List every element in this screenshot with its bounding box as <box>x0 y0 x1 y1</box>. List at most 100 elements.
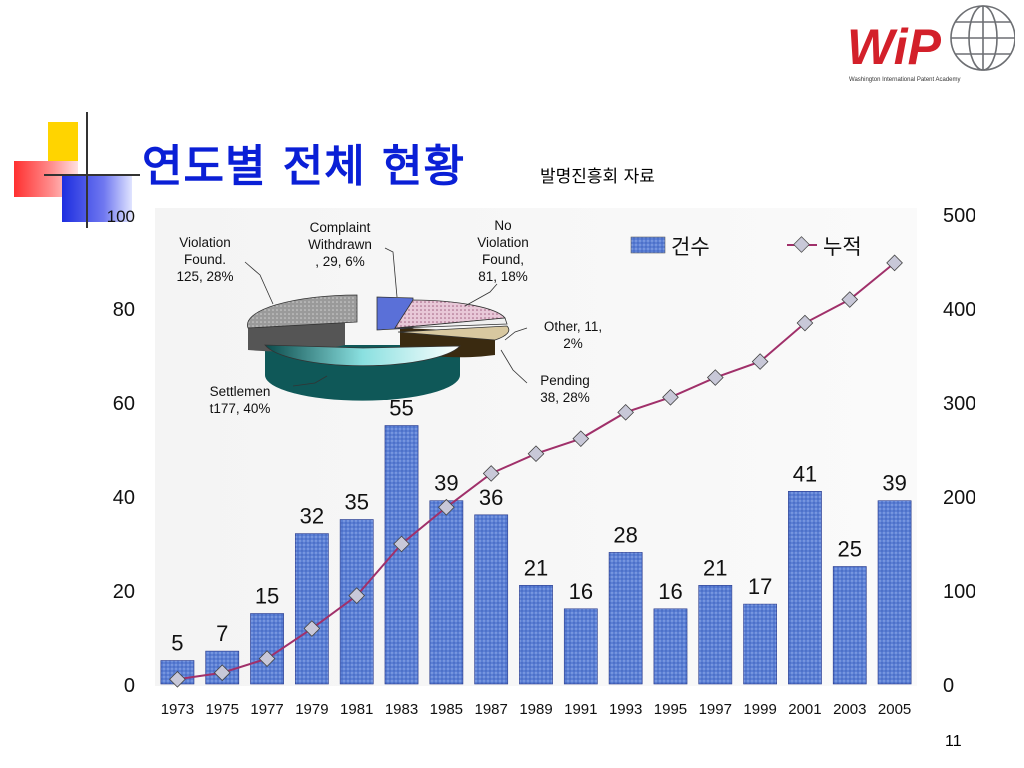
bar <box>250 613 284 685</box>
bar-data-label: 39 <box>434 471 458 496</box>
bar <box>698 584 733 685</box>
x-axis: 1973 1975 1977 1979 1981 1983 1985 1987 1989 1991… <box>161 701 912 718</box>
line-marker <box>303 620 321 637</box>
pie-slice-settlement <box>264 344 461 367</box>
page-title: 연도별 전체 현황 <box>142 141 465 192</box>
line-marker <box>393 535 410 553</box>
bar <box>877 500 912 685</box>
globe-icon <box>950 5 1015 71</box>
x-tick-label: 1981 <box>340 701 373 718</box>
x-tick-label: 1975 <box>206 701 239 718</box>
line-marker <box>258 650 276 667</box>
bar-data-label: 36 <box>479 485 503 510</box>
pie-slice-label: Other, 11, 2% <box>544 319 602 351</box>
y-right-tick-label: 300 <box>943 393 975 415</box>
line-marker <box>706 369 724 386</box>
y-left-tick-label: 20 <box>113 581 135 603</box>
bar-data-label: 21 <box>703 555 727 580</box>
y-left-tick-label: 40 <box>113 487 135 509</box>
x-tick-label: 2001 <box>788 701 821 718</box>
decor-vertical-line <box>86 112 88 228</box>
line-marker <box>572 430 590 448</box>
pie-leader-settlement <box>292 375 328 387</box>
pie-slice-label: Complaint Withdrawn, 29, 6% <box>308 220 372 269</box>
page-number: 11 <box>945 733 962 750</box>
bar <box>832 566 867 685</box>
pie-slice-label: Violation Found. 125, 28% <box>176 235 233 284</box>
x-tick-label: 1973 <box>161 701 194 718</box>
y-left-tick-label: 80 <box>113 299 135 321</box>
x-tick-label: 1993 <box>609 701 642 718</box>
pie-leader-pending <box>500 349 528 384</box>
wipa-logo: WiP Washington International Patent Acad… <box>847 5 1015 83</box>
legend-line-marker <box>793 236 810 253</box>
pie-slice-pending <box>397 325 510 341</box>
bar-data-label: 21 <box>524 555 548 580</box>
pie-chart: Violation Found. 125, 28% Complaint Withdraw… <box>176 218 602 416</box>
annual-chart: 0 20 40 60 80 100 0 100 200 300 400 500 5 7 15 32 35 55… <box>107 205 975 718</box>
pie-slice-no-violation <box>394 299 506 329</box>
line-marker <box>841 291 859 308</box>
bar <box>519 584 553 685</box>
pie-slice-other <box>397 317 508 329</box>
bar <box>608 552 643 685</box>
line-marker <box>796 314 814 332</box>
decor-blue-square <box>62 176 132 222</box>
x-tick-label: 2005 <box>878 701 911 718</box>
line-marker <box>169 670 186 688</box>
bar-data-label: 39 <box>882 471 906 496</box>
y-right-tick-label: 400 <box>943 299 975 321</box>
x-tick-label: 1999 <box>743 701 776 718</box>
bar <box>294 533 329 685</box>
page-subtitle: 발명진흥회 자료 <box>540 167 655 187</box>
bar-data-label: 7 <box>216 621 228 646</box>
x-tick-label: 1997 <box>699 701 732 718</box>
y-right-tick-label: 500 <box>943 205 975 227</box>
x-tick-label: 1987 <box>474 701 507 718</box>
y-left-tick-label: 0 <box>124 675 135 697</box>
pie-leader-violation <box>244 261 274 305</box>
bar <box>429 500 464 685</box>
logo-caption: Washington International Patent Academy <box>849 77 961 83</box>
bar-data-label: 55 <box>389 396 413 421</box>
bar <box>788 490 822 685</box>
bar-data-label: 15 <box>255 584 279 609</box>
x-tick-label: 1977 <box>250 701 283 718</box>
legend-bar-swatch <box>630 236 666 254</box>
bar-data-label: 32 <box>300 504 324 529</box>
pie-slice-label: Pending 38, 28% <box>540 373 590 405</box>
pie-leader-other <box>504 327 528 341</box>
x-tick-label: 1983 <box>385 701 418 718</box>
bar-data-label: 41 <box>793 461 817 486</box>
y-right-tick-label: 100 <box>943 581 975 603</box>
pie-leader-complaint <box>384 247 398 298</box>
line-marker <box>482 465 500 482</box>
legend: 건수 누적 <box>630 235 862 259</box>
pie-slice-label: Settlemen t177, 40% <box>210 384 271 416</box>
bar-data-label: 16 <box>658 579 682 604</box>
x-tick-label: 1989 <box>519 701 552 718</box>
bar <box>384 425 419 685</box>
x-tick-label: 1979 <box>295 701 328 718</box>
bar-data-label: 5 <box>171 631 183 656</box>
line-marker <box>662 388 679 406</box>
line-marker <box>438 498 455 516</box>
x-tick-label: 2003 <box>833 701 866 718</box>
line-marker <box>617 403 634 421</box>
x-tick-label: 1991 <box>564 701 597 718</box>
line-marker <box>348 587 366 604</box>
bar-data-label: 28 <box>613 522 637 547</box>
bar-data-label: 25 <box>838 537 862 562</box>
y-left-tick-label: 100 <box>107 207 135 226</box>
y-axis-left: 0 20 40 60 80 100 <box>107 207 135 697</box>
pie-labels: Violation Found. 125, 28% Complaint Withdraw… <box>176 218 602 416</box>
logo-wordmark: WiP <box>847 19 942 75</box>
line-marker <box>751 353 769 370</box>
bar-data-label: 17 <box>748 574 772 599</box>
pie-slice-violation-side <box>248 322 345 352</box>
y-right-tick-label: 200 <box>943 487 975 509</box>
bar <box>743 603 778 685</box>
y-axis-right: 0 100 200 300 400 500 <box>943 205 975 697</box>
bar-data-labels: 5 7 15 32 35 55 39 36 21 16 28 16 21 17 41 25 39 <box>171 396 907 656</box>
pie-leader-no-violation <box>464 283 498 307</box>
